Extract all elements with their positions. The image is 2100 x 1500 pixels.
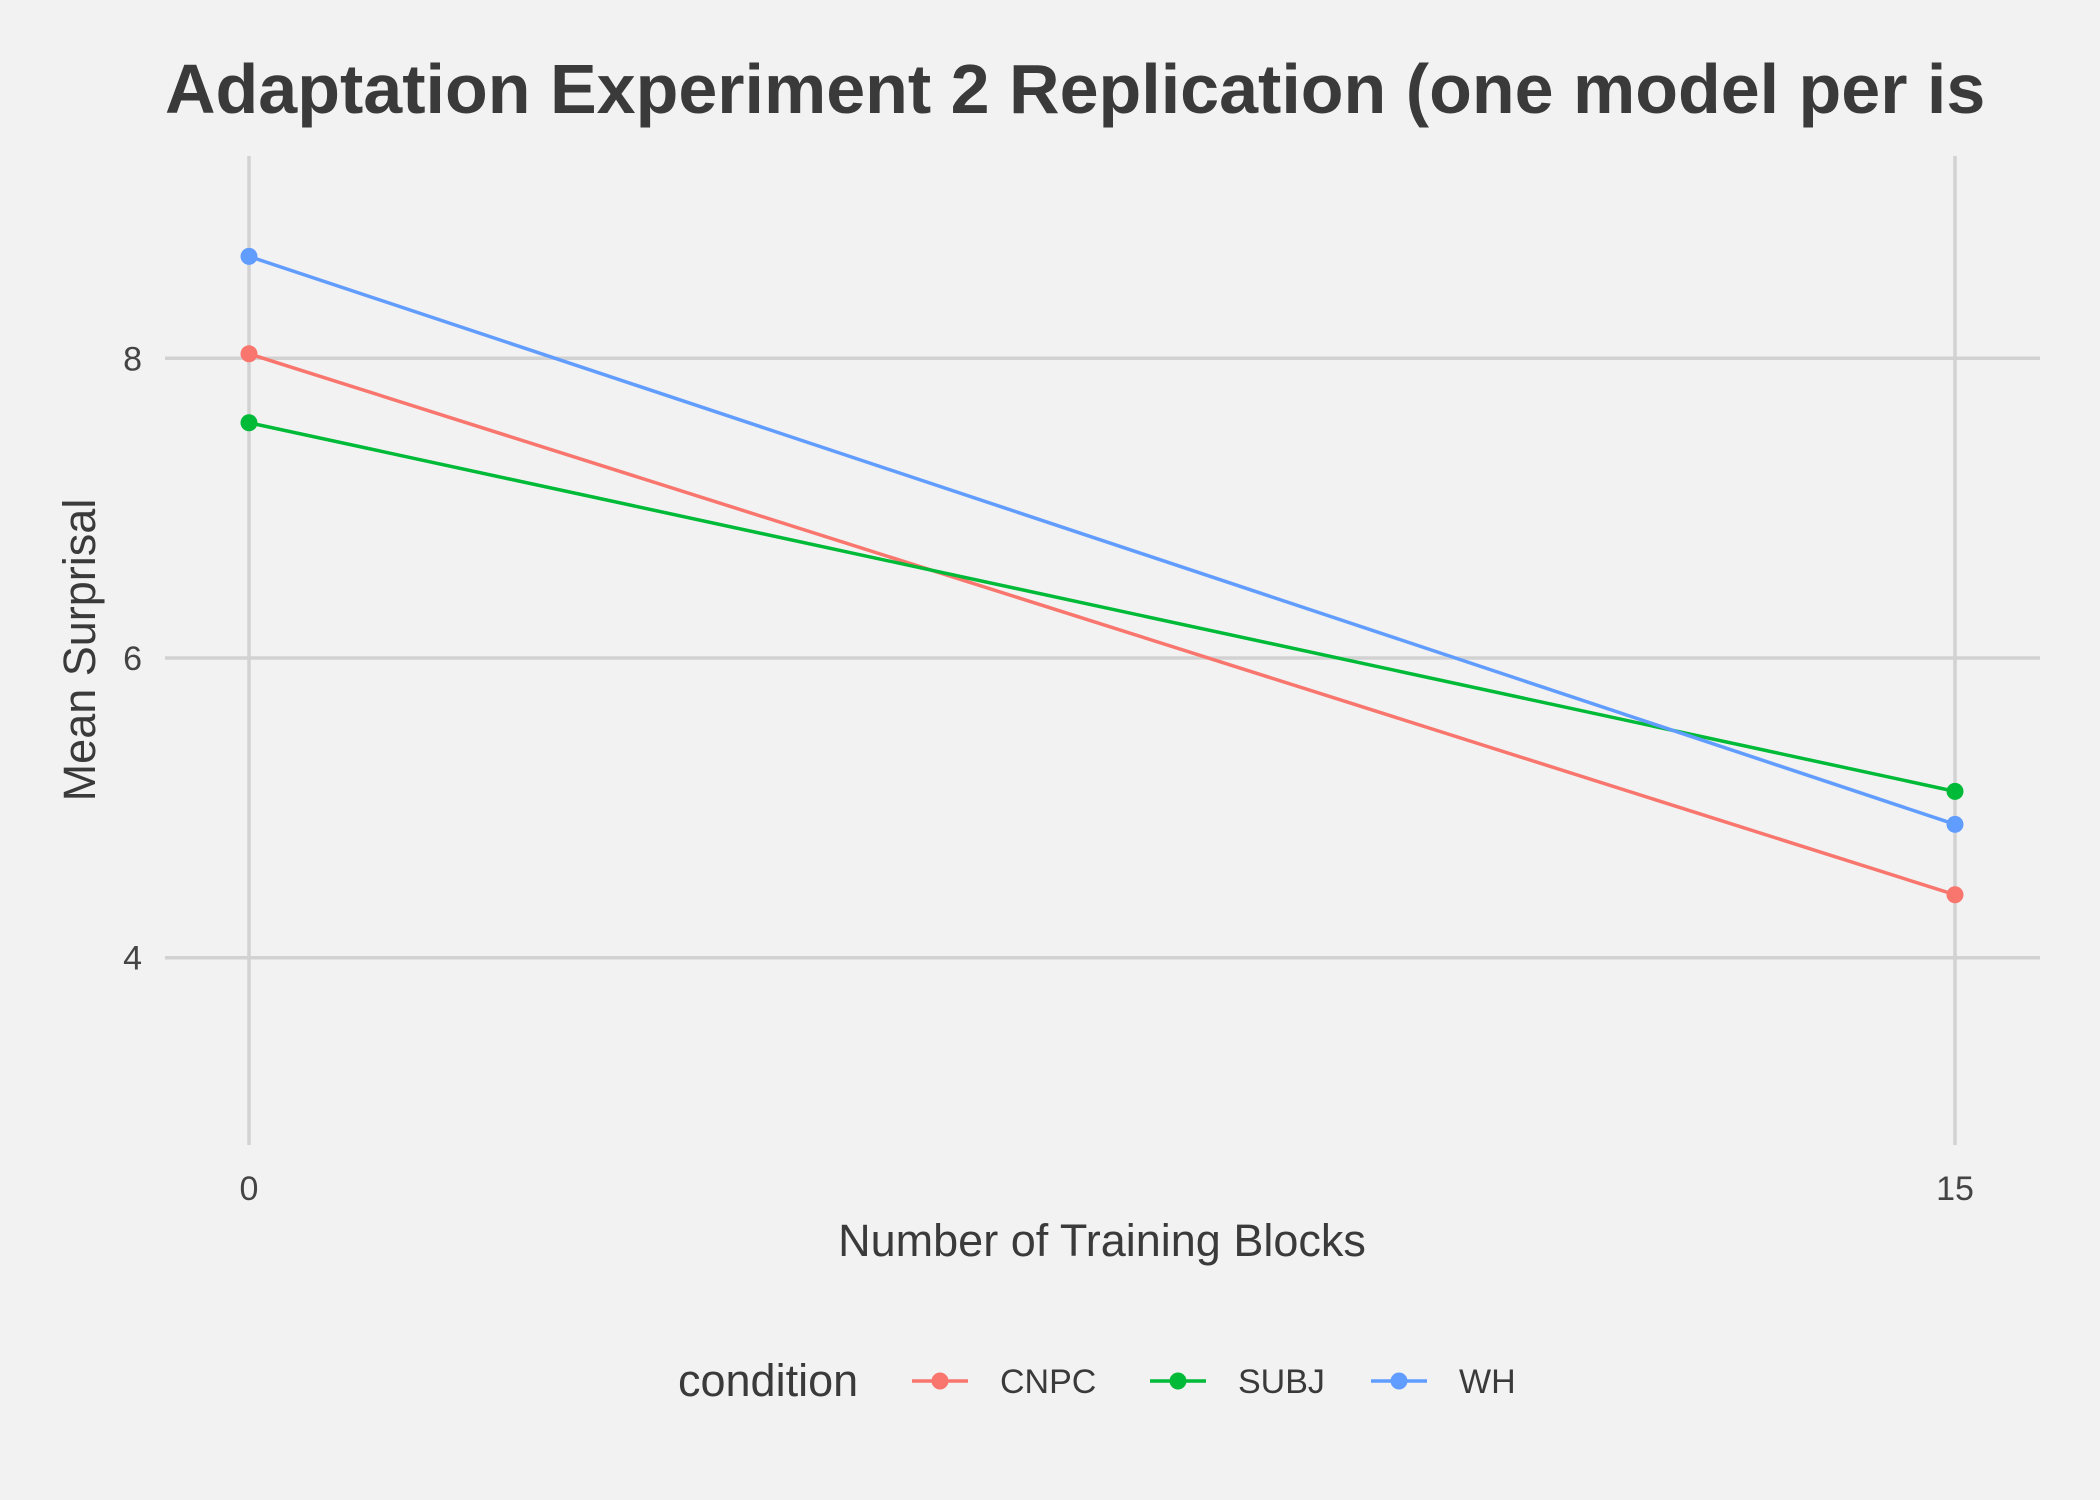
y-tick-label: 6 [123, 640, 142, 678]
y-axis-title: Mean Surprisal [54, 499, 105, 802]
legend-label-subj: SUBJ [1238, 1363, 1325, 1401]
legend: condition CNPC SUBJ WH [678, 1355, 1516, 1406]
plot-area [240, 247, 1964, 904]
x-tick-label: 15 [1936, 1170, 1974, 1208]
legend-item-wh: WH [1371, 1363, 1516, 1401]
data-point-wh-15 [1946, 815, 1964, 833]
data-point-wh-0 [240, 247, 258, 265]
y-tick-label: 4 [123, 940, 142, 978]
data-point-subj-0 [240, 414, 258, 432]
legend-label-cnpc: CNPC [1000, 1363, 1096, 1401]
legend-label-wh: WH [1459, 1363, 1516, 1401]
series-line-subj [248, 421, 1956, 794]
data-point-cnpc-15 [1946, 886, 1964, 904]
legend-key-point-wh [1390, 1372, 1408, 1390]
legend-key-point-cnpc [931, 1372, 949, 1390]
y-tick-label: 8 [123, 340, 142, 378]
data-point-subj-15 [1946, 782, 1964, 800]
legend-item-subj: SUBJ [1150, 1363, 1325, 1401]
grid [165, 156, 2040, 1145]
x-tick-label: 0 [240, 1170, 259, 1208]
legend-item-cnpc: CNPC [912, 1363, 1096, 1401]
chart-title: Adaptation Experiment 2 Replication (one… [165, 50, 1985, 128]
legend-key-point-subj [1169, 1372, 1187, 1390]
legend-title: condition [678, 1355, 858, 1406]
series-line-cnpc [248, 352, 1956, 897]
data-point-cnpc-0 [240, 345, 258, 363]
x-axis-title: Number of Training Blocks [838, 1215, 1366, 1266]
series-line-wh [248, 254, 1956, 826]
